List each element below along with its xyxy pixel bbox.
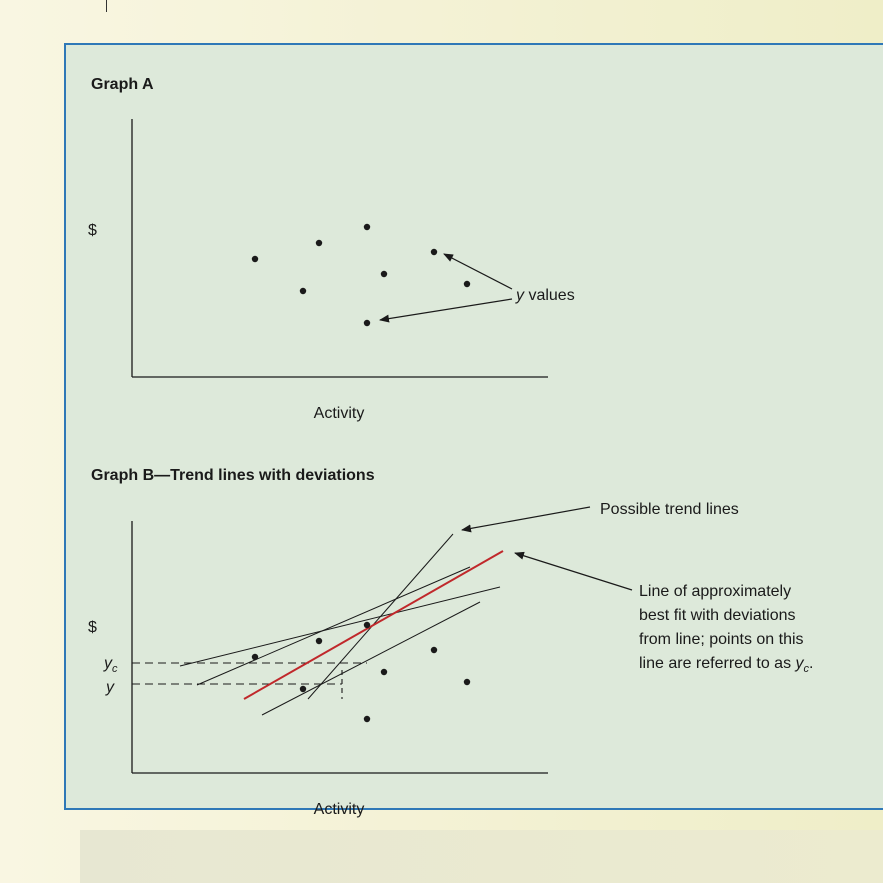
graph-b-possible-trend-lines-label: Possible trend lines	[600, 501, 739, 518]
graph-b-point	[363, 621, 371, 629]
graph-b-best-fit-line	[243, 550, 504, 700]
graph-b-best-fit-arrow	[514, 551, 633, 591]
graph-a-point	[380, 270, 388, 278]
graph-a-point	[299, 287, 307, 295]
graph-b-best-fit-line-3: from line; points on this	[639, 631, 804, 648]
graph-a-arrow-upper	[443, 253, 513, 290]
graph-b-point	[315, 637, 323, 645]
graph-b-point	[430, 646, 438, 654]
graph-b: $ Activity yc y Possible trend lines Lin…	[88, 501, 813, 818]
graph-b-trend-line-a	[179, 586, 501, 667]
graph-a-point	[363, 319, 371, 327]
graph-b-best-fit-line-2: best fit with deviations	[639, 607, 796, 624]
graph-b-title: Graph B—Trend lines with deviations	[91, 467, 375, 484]
graph-b-y-label: y	[105, 679, 115, 696]
graph-a-annotation: y values	[515, 287, 575, 304]
graph-b-point	[251, 653, 259, 661]
graph-a: $ Activity y values	[88, 119, 575, 422]
graph-b-point	[299, 685, 307, 693]
graph-b-trend-lines-arrow	[461, 506, 591, 533]
graph-a-arrow-lower	[379, 298, 513, 323]
graph-b-point	[380, 668, 388, 676]
graph-b-y-axis-label: $	[88, 619, 97, 636]
graph-a-y-axis-label: $	[88, 222, 97, 239]
graph-b-best-fit-line-4: line are referred to as yc.	[639, 655, 813, 675]
graph-a-point	[430, 248, 438, 256]
graph-b-best-fit-line-1: Line of approximately	[639, 583, 791, 600]
graph-a-point	[251, 255, 259, 263]
graph-b-point	[463, 678, 471, 686]
graph-b-trend-line-b	[196, 566, 471, 686]
graph-b-trend-line-d	[307, 533, 454, 700]
figure-panel	[64, 43, 883, 810]
graph-b-trend-line-c	[261, 601, 481, 716]
page-top-tick	[106, 0, 107, 12]
graph-b-x-axis-label: Activity	[314, 801, 365, 818]
graph-a-point	[315, 239, 323, 247]
graph-a-x-axis-label: Activity	[314, 405, 365, 422]
graph-a-title: Graph A	[91, 76, 154, 93]
graph-b-yc-label: yc	[103, 655, 118, 675]
graph-a-point	[463, 280, 471, 288]
graph-a-point	[363, 223, 371, 231]
footer-band	[80, 830, 883, 883]
graph-b-point	[363, 715, 371, 723]
